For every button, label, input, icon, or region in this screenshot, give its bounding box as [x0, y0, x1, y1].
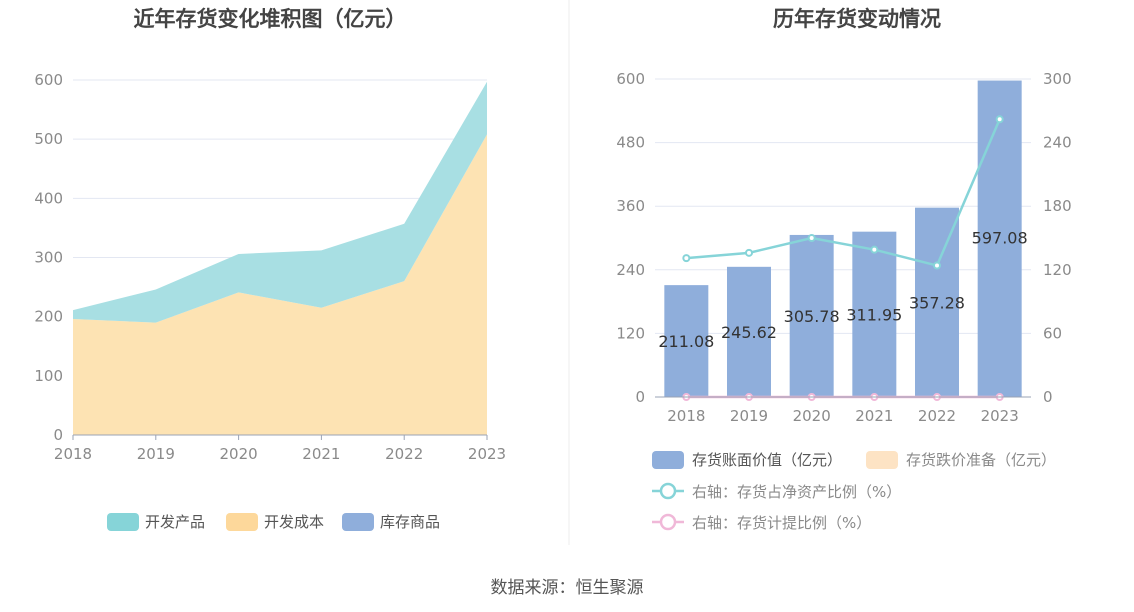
bar-value-label: 305.78 [784, 307, 840, 326]
data-source: 数据来源：恒生聚源 [490, 578, 644, 598]
legend-label: 开发产品 [145, 513, 205, 531]
left-legend: 开发产品 开发成本 库存商品 [107, 513, 440, 531]
right-x-tick-label: 2018 [667, 407, 705, 425]
right-left-y-tick-label: 240 [616, 261, 645, 279]
bar-2021 [852, 231, 897, 397]
left-y-tick-label: 600 [34, 71, 63, 89]
left-x-ticks: 2018 2019 2020 2021 2022 2023 [54, 434, 506, 463]
right-x-tick-label: 2022 [918, 407, 956, 425]
legend-label: 右轴：存货占净资产比例（%） [692, 483, 901, 501]
bar-value-label: 211.08 [658, 332, 714, 351]
right-legend: 存货账面价值（亿元） 存货跌价准备（亿元） 右轴：存货占净资产比例（%） 右轴：存货计… [652, 451, 1056, 532]
right-x-tick-label: 2023 [981, 407, 1019, 425]
right-left-y-tick-label: 0 [635, 388, 645, 406]
line-point [933, 261, 941, 270]
legend-swatch [226, 513, 258, 531]
right-chart-title: 历年存货变动情况 [773, 7, 941, 31]
left-x-tick-label: 2023 [468, 445, 506, 463]
left-y-tick-label: 500 [34, 130, 63, 148]
bar-2022 [915, 207, 959, 397]
bar-2018 [664, 285, 709, 397]
left-x-tick-label: 2022 [385, 445, 423, 463]
right-bars [664, 80, 1022, 397]
legend-line-marker [659, 513, 677, 531]
right-x-tick-label: 2019 [730, 407, 768, 425]
line-右轴：存货占净资产比例（%） [686, 118, 1001, 268]
legend-label: 开发成本 [264, 513, 324, 531]
right-x-tick-label: 2021 [855, 407, 893, 425]
left-y-tick-label: 300 [34, 249, 63, 267]
left-areas [73, 81, 487, 435]
legend-label: 存货跌价准备（亿元） [906, 451, 1056, 469]
right-right-y-tick-label: 240 [1043, 134, 1072, 152]
left-y-ticks: 0 100 200 300 400 500 600 [34, 71, 63, 444]
line-point [870, 245, 879, 254]
right-y-ticks: 0 120 240 360 480 600 0 60 120 180 240 300 [616, 70, 1071, 406]
bar-value-label: 245.62 [721, 323, 777, 342]
left-y-tick-label: 0 [53, 426, 63, 444]
line-point [745, 248, 753, 257]
left-y-tick-label: 400 [34, 189, 63, 207]
legend-swatch [107, 513, 139, 531]
area-开发产品 [73, 81, 487, 323]
legend-label: 存货账面价值（亿元） [692, 451, 842, 469]
right-bar-labels: 211.08 245.62 305.78 311.95 357.28 597.08 [658, 229, 1027, 352]
bar-line-chart: 历年存货变动情况 211.08 245.62 305.78 311.95 357.28 5… [616, 7, 1071, 532]
legend-swatch [866, 451, 898, 469]
right-right-y-tick-label: 60 [1043, 324, 1062, 342]
right-x-ticks: 2018 2019 2020 2021 2022 2023 [655, 396, 1031, 425]
left-y-tick-label: 200 [34, 308, 63, 326]
legend-label: 库存商品 [380, 513, 440, 531]
line-point [807, 234, 816, 242]
bar-2023 [977, 80, 1022, 397]
right-right-y-tick-label: 180 [1043, 197, 1072, 215]
legend-label: 右轴：存货计提比例（%） [692, 514, 871, 532]
right-left-y-tick-label: 120 [616, 324, 645, 342]
right-left-y-tick-label: 600 [616, 70, 645, 88]
bar-value-label: 597.08 [972, 229, 1028, 248]
bar-value-label: 357.28 [909, 293, 965, 312]
right-left-y-tick-label: 480 [616, 134, 645, 152]
bar-2019 [727, 266, 771, 397]
bar-value-label: 311.95 [846, 305, 902, 324]
right-right-y-tick-label: 120 [1043, 261, 1072, 279]
legend-line-marker [659, 482, 677, 500]
left-y-tick-label: 100 [34, 367, 63, 385]
area-开发成本 [73, 134, 487, 435]
left-x-tick-label: 2020 [220, 445, 258, 463]
right-right-y-tick-label: 0 [1043, 388, 1053, 406]
legend-swatch [342, 513, 374, 531]
right-x-tick-label: 2020 [793, 407, 831, 425]
line-point [682, 254, 691, 263]
left-x-tick-label: 2018 [54, 445, 92, 463]
right-gridlines [655, 78, 1031, 334]
left-x-tick-label: 2021 [302, 445, 340, 463]
left-chart-title: 近年存货变化堆积图（亿元） [134, 7, 407, 31]
left-x-tick-label: 2019 [137, 445, 175, 463]
legend-swatch [652, 451, 684, 469]
line-point [995, 115, 1004, 124]
right-right-y-tick-label: 300 [1043, 70, 1072, 88]
right-left-y-tick-label: 360 [616, 197, 645, 215]
bar-2020 [789, 234, 834, 397]
